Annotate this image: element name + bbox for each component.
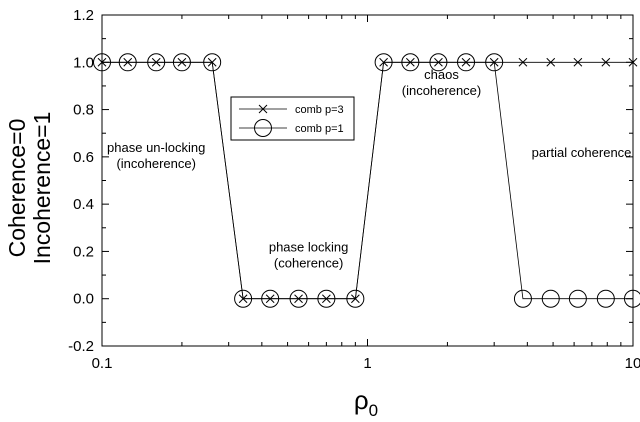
x-marker-stroke: [518, 57, 528, 67]
x-marker-stroke: [258, 104, 268, 114]
y-tick-label: 0.4: [73, 196, 94, 213]
annotation-text: partial coherence: [532, 145, 632, 160]
legend-label: comb p=1: [295, 123, 344, 135]
series-line: [102, 61, 633, 300]
legend-label: comb p=3: [295, 104, 344, 116]
x-axis-label-subscript: 0: [369, 401, 378, 420]
series-comb-p3: [97, 57, 638, 304]
annotation-text: chaos: [424, 67, 459, 82]
data-point-circle: [541, 289, 560, 308]
x-axis-label: ρ0: [354, 385, 378, 420]
y-tick-label: -0.2: [68, 338, 94, 355]
annotation-text: (coherence): [274, 255, 343, 270]
data-point-circle: [254, 119, 272, 137]
x-marker-stroke: [546, 57, 556, 67]
data-point-circle: [624, 289, 640, 308]
data-point-x: [628, 57, 638, 67]
series-layer: [93, 53, 640, 308]
y-tick-label: 0.6: [73, 149, 94, 166]
data-point-circle: [457, 53, 476, 72]
annotation-text: (incoherence): [402, 83, 482, 98]
data-point-circle: [346, 289, 365, 308]
data-point-circle: [172, 53, 191, 72]
legend: comb p=3 comb p=1: [230, 96, 355, 141]
data-point-x: [258, 104, 268, 114]
data-point-circle: [513, 289, 532, 308]
data-point-x: [546, 57, 556, 67]
data-point-circle: [203, 53, 222, 72]
legend-box: [230, 96, 355, 141]
x-tick-label: 0.1: [92, 355, 113, 372]
data-point-circle: [93, 53, 111, 72]
data-point-circle: [401, 53, 420, 72]
y-axis-label-line2: Incoherence=1: [29, 112, 55, 265]
series-comb-p1: [93, 53, 640, 308]
legend-item: comb p=3: [239, 104, 344, 116]
x-marker-stroke: [628, 57, 638, 67]
series-line: [102, 61, 633, 300]
x-marker-stroke: [573, 57, 583, 67]
annotation-layer: phase un-locking(incoherence)phase locki…: [107, 67, 631, 271]
x-tick-label: 1: [363, 355, 371, 372]
data-point-x: [601, 57, 611, 67]
annotation-text: phase un-locking: [107, 140, 205, 155]
data-point-circle: [234, 289, 253, 308]
data-point-circle: [429, 53, 448, 72]
y-tick-label: 0.2: [73, 243, 94, 260]
data-point-x: [573, 57, 583, 67]
data-point-circle: [374, 53, 393, 72]
y-tick-label: 1.2: [73, 7, 94, 24]
data-point-x: [518, 57, 528, 67]
data-point-circle: [317, 289, 336, 308]
annotation-text: (incoherence): [116, 156, 196, 171]
data-point-circle: [261, 289, 280, 308]
y-tick-label: 0.0: [73, 291, 94, 308]
data-point-circle: [568, 289, 587, 308]
data-point-circle: [485, 53, 504, 72]
data-point-circle: [118, 53, 137, 72]
y-tick-label: 1.0: [73, 54, 94, 71]
y-axis-label-line1: Coherence=0: [4, 119, 30, 258]
x-axis: 0.1 1 10: [92, 15, 640, 372]
y-tick-label: 0.8: [73, 102, 94, 119]
x-axis-label-symbol: ρ: [354, 385, 369, 415]
x-tick-label: 10: [625, 355, 640, 372]
y-axis: -0.2 0.0 0.2 0.4 0.6 0.8 1.0 1.2: [68, 7, 633, 355]
legend-item: comb p=1: [239, 119, 344, 137]
x-marker-stroke: [601, 57, 611, 67]
annotation-text: phase locking: [269, 239, 349, 254]
data-point-circle: [147, 53, 166, 72]
data-point-circle: [596, 289, 615, 308]
data-point-circle: [289, 289, 308, 308]
